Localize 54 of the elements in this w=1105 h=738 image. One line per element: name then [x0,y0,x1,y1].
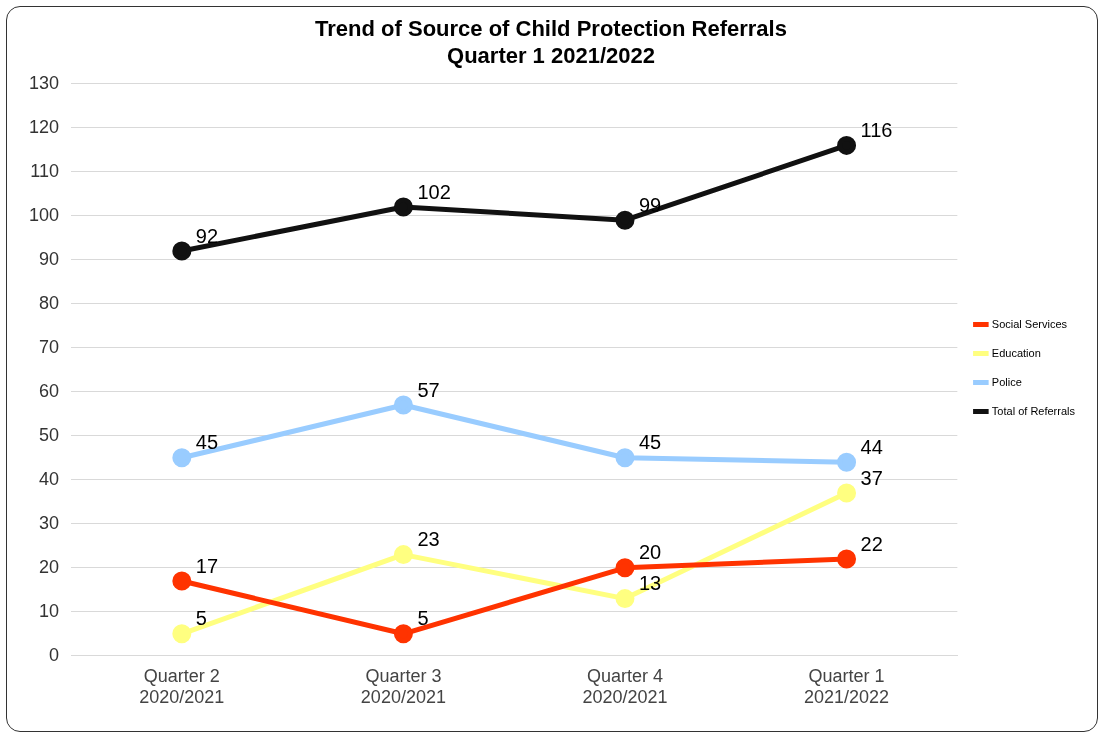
data-label: 45 [195,431,219,454]
y-tick-label: 60 [39,380,60,401]
y-tick-label: 90 [39,248,60,269]
y-tick-label: 20 [39,556,60,577]
y-tick-label: 110 [30,160,60,181]
point [837,452,857,472]
y-tick-label: 30 [39,512,60,533]
point [615,558,635,578]
y-tick-label: 10 [39,600,60,621]
point [615,448,635,468]
point [393,545,413,565]
data-label: 45 [638,431,662,454]
data-label: 23 [417,528,440,551]
data-label: 5 [195,607,207,630]
data-label: 5 [417,607,429,630]
x-tick-label: Quarter 2 2020/2021 [139,665,225,708]
x-tick-label: Quarter 4 2020/2021 [582,665,668,708]
data-label: 20 [638,541,662,564]
point [172,624,192,644]
y-tick-label: 40 [39,468,60,489]
legend-label: Education [991,346,1041,359]
point [172,571,192,591]
data-label: 57 [417,378,440,401]
x-tick-label: Quarter 3 2020/2021 [360,665,446,708]
point [393,624,413,644]
data-label: 22 [860,532,883,555]
y-tick-label: 100 [28,204,60,225]
point [615,210,635,230]
data-label: 13 [638,572,662,595]
point [393,395,413,415]
y-tick-label: 0 [49,644,60,665]
point [172,448,192,468]
chart-title: Trend of Source of Child Protection Referrals Quarter 1 2021/2022 [315,16,787,68]
y-tick-label: 120 [28,116,60,137]
point [837,135,857,155]
legend-label: Police [991,375,1022,388]
point [172,241,192,261]
point [837,483,857,503]
x-tick-label: Quarter 1 2021/2022 [804,665,890,708]
data-label: 92 [195,224,219,247]
data-label: 37 [860,466,883,489]
data-label: 116 [860,118,893,141]
y-tick-label: 70 [39,336,60,357]
y-tick-label: 80 [39,292,60,313]
data-label: 44 [860,435,883,458]
y-tick-label: 130 [28,72,60,93]
point [615,589,635,609]
data-label: 102 [417,180,451,203]
legend-label: Social Services [991,317,1068,330]
point [837,549,857,569]
legend-label: Total of Referrals [991,404,1076,417]
y-tick-label: 50 [39,424,60,445]
point [393,197,413,217]
data-label: 17 [195,554,219,577]
